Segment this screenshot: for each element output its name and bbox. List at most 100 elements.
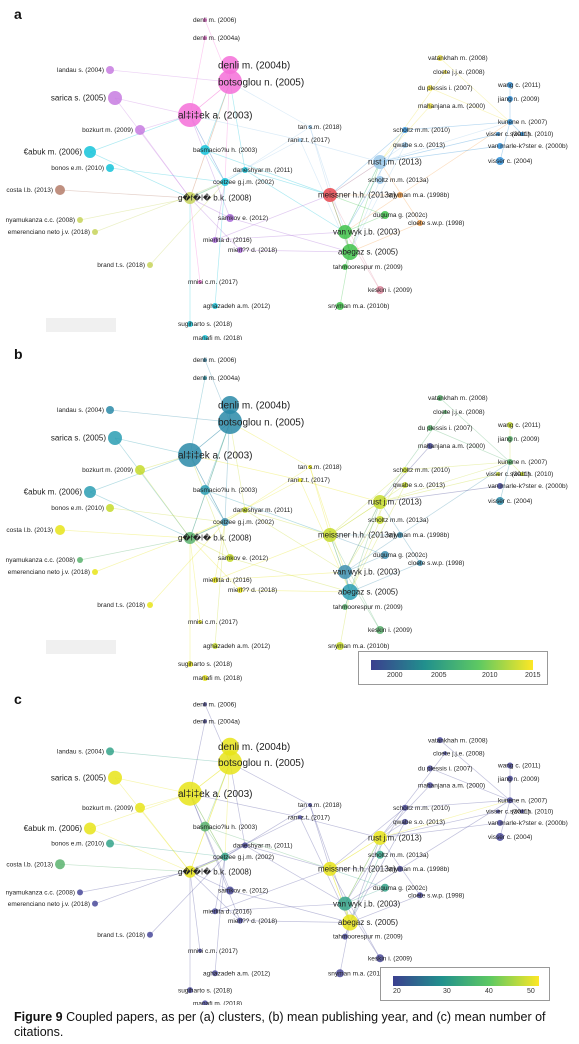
node [218,750,242,775]
link [344,571,381,631]
link [189,197,201,283]
node-label: abegaz s. (2005) [338,918,398,927]
node-label: visser c. (2004) [488,158,532,165]
link [109,167,226,183]
node-label: van marle-k?ster e. (2000b) [488,820,568,827]
node [242,507,248,513]
link [94,856,226,905]
link [114,777,191,795]
node-label: denli m. (2004b) [218,400,290,411]
node [92,900,98,907]
node-label: qwabe s.o. (2013) [393,482,445,489]
link [189,793,231,891]
link [229,890,351,923]
link [329,868,351,923]
node [381,551,389,559]
node [496,809,500,814]
node [323,188,337,202]
node-label: g�f�l� b.k. (2008) [178,193,252,203]
link [224,466,311,523]
link [79,197,191,221]
node [135,465,145,475]
link [204,81,231,151]
node [221,56,239,74]
node-label: denli m. (2006) [193,702,236,709]
node [200,821,210,832]
node [135,802,145,813]
node [342,244,358,260]
node [237,247,243,253]
link [239,920,351,923]
node [298,815,302,820]
link [379,105,431,163]
link [329,501,381,536]
link [89,828,191,873]
link [239,249,351,253]
node-label: mahanjana a.m. (2000) [418,443,485,450]
node [507,775,513,782]
node-label: qwabe s.o. (2013) [393,142,445,149]
node-label: rani z.t. (2017) [288,814,330,821]
node [376,516,384,524]
node [178,781,202,806]
link [379,485,501,503]
node [212,970,218,977]
node-label: mierl?? d. (2018) [228,247,277,254]
link [189,114,231,219]
node-label: nyamukanza c.c. (2008) [6,890,75,897]
link [399,461,511,536]
node [203,18,207,22]
link [94,521,226,573]
node-label: al‡i‡ek a. (2003) [178,450,253,461]
link [189,454,231,559]
node [308,465,312,469]
link [149,181,226,266]
node-label: scholtz m.m. (2010) [393,805,450,812]
node [77,557,83,563]
node [242,167,248,173]
link [344,214,386,233]
node [437,55,443,61]
node-label: al‡i‡ek a. (2003) [178,789,253,800]
link [229,762,311,806]
node-label: scholtz m.m. (2013a) [368,852,429,859]
link [244,509,331,536]
node-label: swart h. (2010) [510,131,553,138]
link [329,194,386,216]
link [399,799,511,870]
node [427,85,433,91]
link [309,126,331,196]
network-graph-c: denli m. (2006) denli m. (2004a) denli m. … [6,702,568,1005]
link [189,37,206,116]
node-label: mahanjana a.m. (2000) [418,782,485,789]
node [497,143,503,149]
link [244,169,331,196]
node [184,192,196,204]
legend-gradient [393,976,539,986]
node-label: du plessis i. (2007) [418,85,473,92]
link [379,411,446,503]
caption-text: Coupled papers, as per (a) clusters, (b)… [14,1010,546,1039]
node [221,518,229,526]
node-label: sarica s. (2005) [51,773,106,782]
node-label: manafi m. (2018) [193,675,242,682]
node-label: sarica s. (2005) [51,434,106,443]
node-label: manafi m. (2018) [193,1000,242,1005]
node-label: abegaz s. (2005) [338,248,398,257]
link [229,81,246,171]
link [214,521,226,581]
link [114,437,191,456]
node-label: denli m. (2004a) [193,375,240,382]
link [344,194,401,233]
link [344,231,381,291]
node [202,1000,208,1005]
link [214,181,226,307]
node-label: wang c. (2011) [497,82,541,89]
node-label: mnisi c.m. (2017) [188,279,238,286]
node-label: daneshyar m. (2011) [233,843,293,850]
legend-tick: 30 [443,988,451,995]
node-label: denli m. (2004a) [193,718,240,725]
network-graph-a: denli m. (2006) denli m. (2004a) denli m. … [6,17,568,340]
node [342,584,358,600]
node [497,483,503,489]
